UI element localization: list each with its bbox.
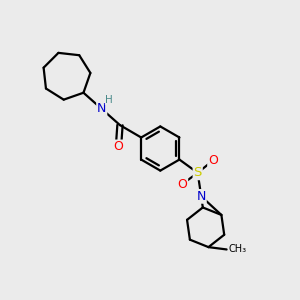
Text: O: O [208, 154, 218, 167]
Text: N: N [196, 190, 206, 203]
Text: O: O [177, 178, 187, 190]
Text: S: S [194, 166, 202, 179]
Text: CH₃: CH₃ [228, 244, 246, 254]
Text: N: N [97, 102, 106, 116]
Text: O: O [114, 140, 123, 153]
Text: H: H [105, 94, 113, 104]
